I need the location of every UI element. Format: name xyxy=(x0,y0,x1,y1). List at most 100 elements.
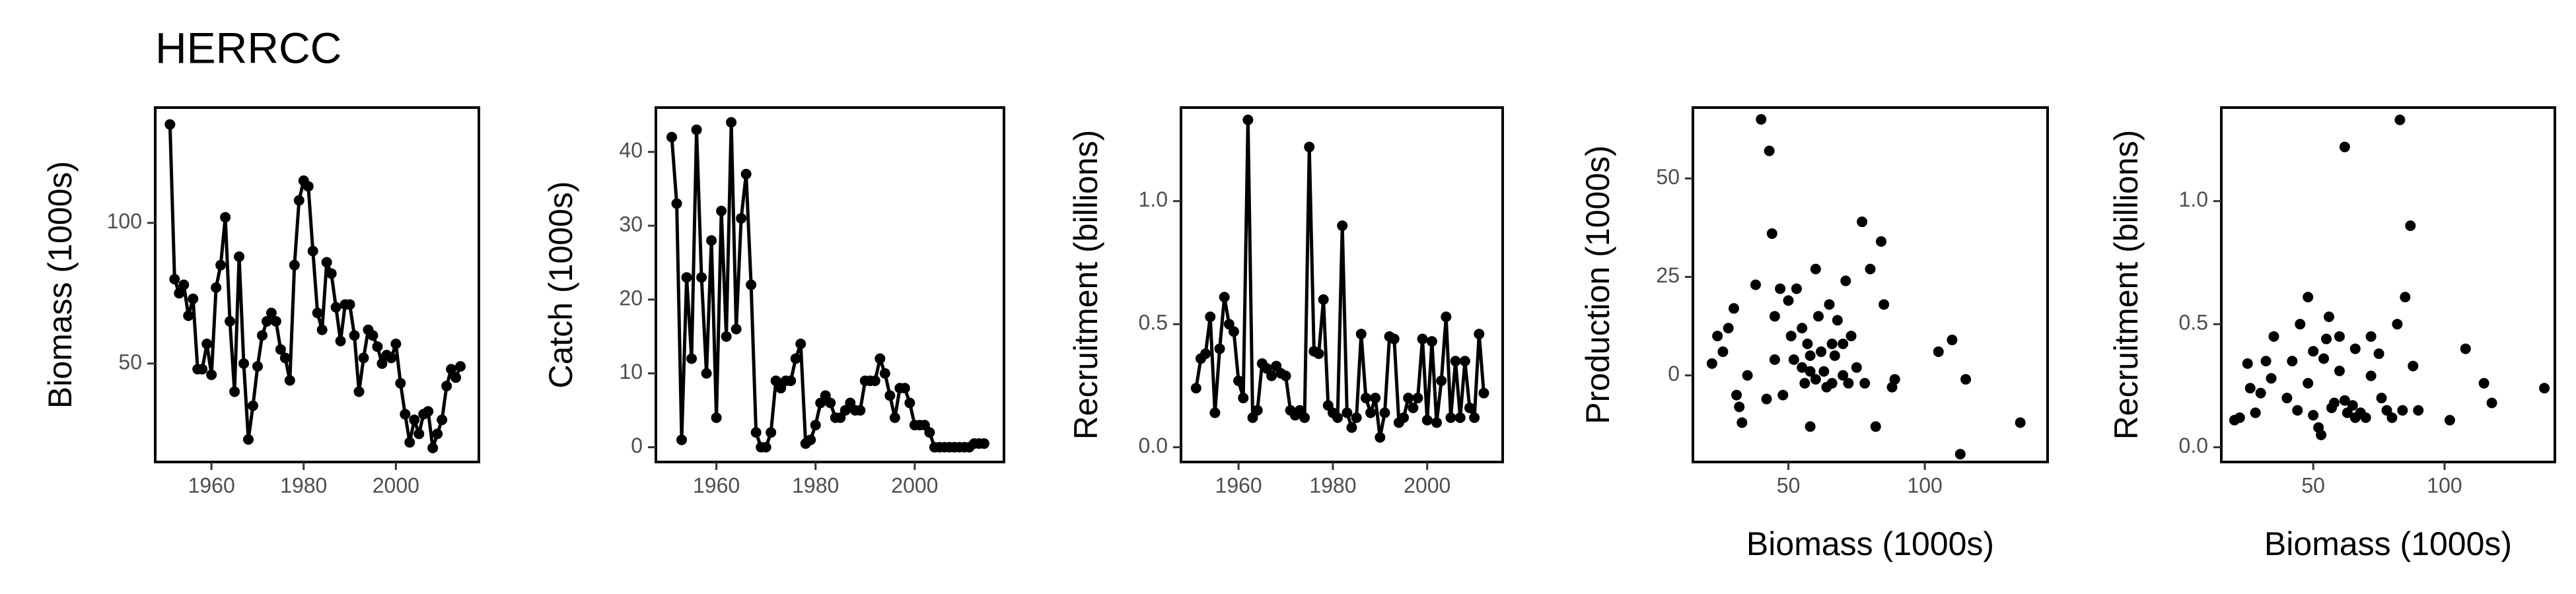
point xyxy=(1734,401,1745,412)
y-tick-label: 0.0 xyxy=(2179,434,2208,457)
point xyxy=(795,339,806,349)
point xyxy=(169,273,180,284)
point xyxy=(978,438,989,449)
x-tick-label: 2000 xyxy=(1404,473,1450,497)
point xyxy=(2328,397,2340,409)
point xyxy=(1829,350,1840,361)
point xyxy=(1947,335,1958,346)
point xyxy=(2334,331,2345,342)
point xyxy=(2400,292,2411,303)
point xyxy=(1876,236,1887,247)
point xyxy=(1266,370,1277,381)
point xyxy=(2381,405,2392,416)
point xyxy=(1764,145,1775,156)
point xyxy=(1731,389,1742,401)
point xyxy=(1426,336,1437,347)
point xyxy=(242,434,254,445)
point xyxy=(2015,417,2026,428)
point xyxy=(2365,370,2377,381)
point xyxy=(1824,299,1835,310)
plot-frame xyxy=(1180,106,1504,463)
point xyxy=(372,341,383,352)
x-tick-label: 1960 xyxy=(693,473,740,497)
point xyxy=(2349,343,2361,354)
point xyxy=(701,368,712,379)
point xyxy=(2281,393,2293,404)
point xyxy=(746,279,757,290)
point xyxy=(2268,331,2279,342)
y-axis-label: Catch (1000s) xyxy=(542,181,579,388)
figure-title: HERRCC xyxy=(155,23,341,72)
point xyxy=(2339,141,2350,152)
point xyxy=(671,198,682,209)
y-tick-label: 40 xyxy=(619,139,643,162)
point xyxy=(1209,407,1221,418)
point xyxy=(455,361,466,372)
point xyxy=(676,434,688,446)
point xyxy=(1810,374,1821,385)
y-axis-label: Recruitment (billions) xyxy=(1067,130,1104,440)
point xyxy=(206,369,217,380)
point xyxy=(1214,343,1225,354)
series-line xyxy=(168,124,462,450)
point xyxy=(1889,374,1900,385)
x-tick-label: 50 xyxy=(1777,473,1801,497)
point xyxy=(1840,275,1851,286)
point xyxy=(889,412,900,423)
point xyxy=(1351,412,1362,423)
point xyxy=(1332,412,1343,423)
y-tick-label: 20 xyxy=(619,286,643,310)
point xyxy=(750,427,762,438)
point xyxy=(2386,412,2398,423)
point xyxy=(2324,311,2335,322)
point xyxy=(1865,263,1876,275)
point xyxy=(1810,263,1821,275)
y-tick-label: 25 xyxy=(1656,263,1680,287)
point xyxy=(1870,421,1881,432)
point xyxy=(1797,323,1808,334)
point xyxy=(2255,387,2266,399)
point xyxy=(188,293,199,304)
point xyxy=(1838,370,1849,381)
point xyxy=(875,353,886,364)
point xyxy=(220,212,231,223)
point xyxy=(1728,303,1739,314)
point xyxy=(1238,393,1249,404)
point xyxy=(1408,402,1419,413)
point xyxy=(1742,370,1753,381)
point xyxy=(2478,378,2489,389)
point xyxy=(1228,326,1239,337)
point xyxy=(1805,366,1816,377)
point xyxy=(1478,387,1489,399)
x-tick-label: 1960 xyxy=(1215,473,1262,497)
point xyxy=(1761,393,1772,405)
point xyxy=(1736,417,1748,428)
point xyxy=(432,428,443,440)
point xyxy=(825,397,836,409)
point xyxy=(2397,405,2408,416)
point xyxy=(1441,311,1452,322)
point xyxy=(2303,378,2314,389)
point xyxy=(2303,292,2314,303)
point xyxy=(178,279,190,290)
point xyxy=(1205,311,1216,322)
point xyxy=(312,308,323,319)
point xyxy=(1832,315,1843,326)
point xyxy=(1375,432,1386,443)
point xyxy=(1805,350,1816,361)
y-tick-label: 30 xyxy=(619,212,643,236)
point xyxy=(1826,339,1838,349)
point xyxy=(1346,422,1357,433)
y-tick-label: 0.0 xyxy=(1139,434,1168,457)
point xyxy=(1379,407,1390,418)
y-tick-label: 50 xyxy=(118,350,142,374)
point xyxy=(2339,395,2350,406)
point xyxy=(326,268,337,279)
point xyxy=(2376,393,2387,404)
point xyxy=(234,251,245,262)
point xyxy=(1816,346,1827,357)
x-axis-label: Biomass (1000s) xyxy=(1746,525,1994,562)
point xyxy=(1851,362,1862,373)
point xyxy=(174,288,185,299)
point xyxy=(400,409,411,420)
